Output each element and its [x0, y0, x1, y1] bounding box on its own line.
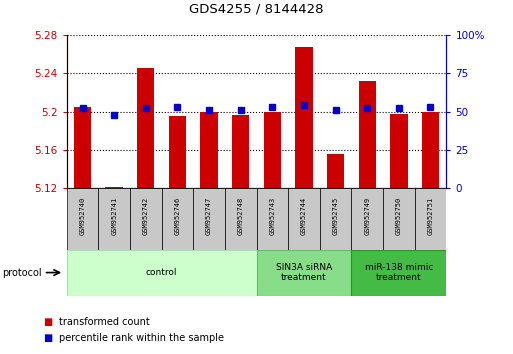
Text: GSM952742: GSM952742	[143, 196, 149, 235]
Bar	[74, 107, 91, 188]
Text: control: control	[146, 268, 177, 277]
Bar	[415, 188, 446, 250]
Bar	[383, 188, 415, 250]
Text: transformed count: transformed count	[59, 317, 150, 327]
Bar	[201, 112, 218, 188]
Bar	[264, 113, 281, 188]
Text: GSM952750: GSM952750	[396, 196, 402, 235]
Bar	[295, 47, 312, 188]
Bar	[351, 250, 446, 296]
Text: ■: ■	[44, 333, 53, 343]
Text: GDS4255 / 8144428: GDS4255 / 8144428	[189, 3, 324, 16]
Text: ■: ■	[44, 317, 53, 327]
Bar	[390, 114, 407, 188]
Bar	[351, 188, 383, 250]
Bar	[162, 188, 193, 250]
Text: SIN3A siRNA
treatment: SIN3A siRNA treatment	[276, 263, 332, 282]
Bar	[137, 68, 154, 188]
Bar	[169, 116, 186, 188]
Bar	[106, 187, 123, 188]
Text: protocol: protocol	[3, 268, 42, 278]
Bar	[130, 188, 162, 250]
Bar	[193, 188, 225, 250]
Bar	[256, 188, 288, 250]
Text: percentile rank within the sample: percentile rank within the sample	[59, 333, 224, 343]
Text: GSM952751: GSM952751	[427, 196, 433, 235]
Bar	[422, 113, 439, 188]
Bar	[288, 188, 320, 250]
Text: GSM952740: GSM952740	[80, 196, 86, 235]
Bar	[232, 115, 249, 188]
Text: GSM952748: GSM952748	[238, 196, 244, 235]
Bar	[67, 250, 256, 296]
Text: GSM952741: GSM952741	[111, 196, 117, 235]
Bar	[67, 188, 98, 250]
Text: GSM952749: GSM952749	[364, 196, 370, 235]
Text: GSM952745: GSM952745	[332, 196, 339, 235]
Bar	[327, 154, 344, 188]
Text: GSM952747: GSM952747	[206, 196, 212, 235]
Text: miR-138 mimic
treatment: miR-138 mimic treatment	[365, 263, 433, 282]
Bar	[320, 188, 351, 250]
Bar	[98, 188, 130, 250]
Text: GSM952743: GSM952743	[269, 196, 275, 235]
Text: GSM952744: GSM952744	[301, 196, 307, 235]
Bar	[225, 188, 256, 250]
Bar	[359, 81, 376, 188]
Bar	[256, 250, 351, 296]
Text: GSM952746: GSM952746	[174, 196, 181, 235]
